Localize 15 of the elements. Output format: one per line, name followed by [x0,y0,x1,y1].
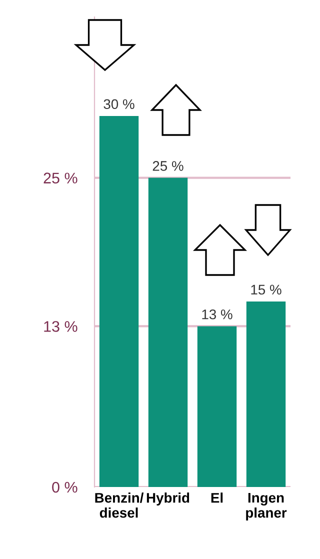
x-tick-label: Benzin/ diesel [95,492,144,518]
y-tick-label: 0 % [52,482,78,493]
bar [197,326,237,487]
x-tick-label: Ingen planer [246,493,287,520]
bar [246,301,286,487]
bar [99,116,139,487]
y-tick-label: 25 % [44,172,78,184]
y-tick-label: 13 % [44,321,78,332]
data-label: 13 % [202,309,232,320]
bar [148,178,188,487]
x-tick-label: El [211,492,223,503]
data-label: 15 % [251,284,282,295]
x-tick-label: Hybrid [146,492,190,506]
data-label: 30 % [104,99,134,110]
data-label: 25 % [152,161,184,171]
